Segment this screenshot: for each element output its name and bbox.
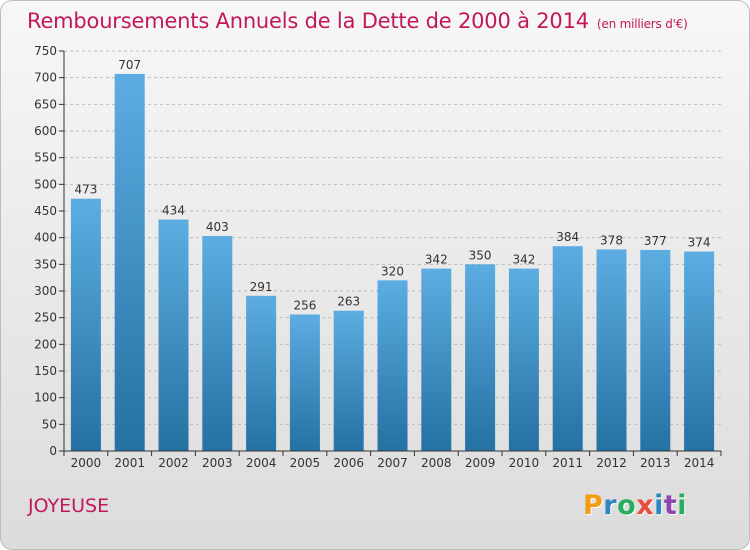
x-tick-label: 2009 (465, 456, 496, 470)
labels: 0 50 100 150 200 250 300 350 400 450 500 550 600 650 7… (34, 44, 714, 470)
bar (508, 268, 539, 451)
y-tick-label: 0 (49, 444, 57, 458)
bars (70, 73, 715, 451)
y-tick-label: 250 (34, 311, 57, 325)
bar-value-label: 707 (118, 58, 141, 72)
bar-value-label: 378 (600, 233, 623, 247)
bar-value-label: 263 (337, 295, 360, 309)
bar (158, 219, 189, 451)
bar-value-label: 342 (425, 253, 448, 267)
y-tick-label: 400 (34, 231, 57, 245)
y-tick-label: 700 (34, 71, 57, 85)
bar (421, 268, 452, 451)
x-tick-label: 2011 (552, 456, 583, 470)
logo-letter: x (636, 490, 655, 521)
y-tick-label: 50 (42, 417, 57, 431)
y-tick-label: 300 (34, 284, 57, 298)
y-tick-label: 150 (34, 364, 57, 378)
chart-title-text: Remboursements Annuels de la Dette de 20… (27, 9, 589, 33)
y-tick-label: 600 (34, 124, 57, 138)
logo-letter: i (677, 490, 688, 521)
bar (114, 73, 145, 451)
proxiti-logo: Proxiti (583, 490, 687, 521)
y-tick-label: 200 (34, 337, 57, 351)
bar (333, 310, 364, 451)
bar (70, 198, 101, 451)
x-tick-label: 2006 (333, 456, 364, 470)
bar (684, 251, 715, 451)
x-tick-label: 2001 (114, 456, 145, 470)
x-tick-label: 2012 (596, 456, 627, 470)
logo-letter: P (583, 490, 604, 521)
logo-letter: r (603, 490, 618, 521)
logo-letter: t (663, 490, 678, 521)
logo-letter: i (654, 490, 664, 521)
bar (552, 246, 583, 451)
bar-value-label: 473 (74, 183, 97, 197)
bar-value-label: 377 (644, 234, 667, 248)
bar (465, 264, 496, 451)
bar (246, 295, 277, 451)
bar-value-label: 291 (250, 280, 273, 294)
bar-value-label: 434 (162, 204, 185, 218)
bar-value-label: 384 (556, 230, 579, 244)
x-tick-label: 2005 (290, 456, 321, 470)
chart-unit-label: (en milliers d'€) (596, 17, 688, 31)
x-tick-label: 2014 (684, 456, 715, 470)
x-tick-label: 2007 (377, 456, 408, 470)
commune-name: JOYEUSE (28, 495, 110, 517)
chart-title: Remboursements Annuels de la Dette de 20… (27, 9, 688, 33)
x-tick-label: 2004 (246, 456, 277, 470)
bar-value-label: 374 (688, 236, 711, 250)
x-tick-label: 2008 (421, 456, 452, 470)
axes (59, 50, 722, 456)
y-tick-label: 450 (34, 204, 57, 218)
bar-value-label: 342 (512, 253, 535, 267)
bar (640, 249, 671, 451)
y-tick-label: 500 (34, 177, 57, 191)
logo-letter: o (617, 490, 637, 521)
y-tick-label: 650 (34, 97, 57, 111)
x-tick-label: 2013 (640, 456, 671, 470)
y-tick-label: 350 (34, 257, 57, 271)
bar (596, 249, 627, 451)
x-tick-label: 2000 (71, 456, 102, 470)
x-tick-label: 2002 (158, 456, 189, 470)
bar-value-label: 350 (469, 248, 492, 262)
bar-value-label: 256 (293, 298, 316, 312)
bar-value-label: 320 (381, 264, 404, 278)
y-tick-label: 100 (34, 391, 57, 405)
bar (377, 280, 408, 451)
bar-value-label: 403 (206, 220, 229, 234)
bar (289, 314, 320, 451)
bar (202, 236, 233, 451)
x-tick-label: 2003 (202, 456, 233, 470)
y-tick-label: 750 (34, 44, 57, 58)
x-tick-label: 2010 (509, 456, 540, 470)
y-tick-label: 550 (34, 151, 57, 165)
